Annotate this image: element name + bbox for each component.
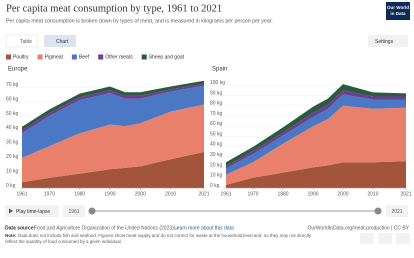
area: Other meats — [226, 90, 406, 169]
y-tick-label: 90 kg — [210, 90, 222, 96]
y-tick-label: 100 kg — [210, 80, 225, 86]
x-tick-label: 2021 — [198, 191, 209, 197]
legend-label: Other meats — [105, 55, 133, 61]
subtitle: Per capita meat consumption is broken do… — [6, 18, 273, 24]
tab-chart[interactable] — [44, 35, 76, 47]
area: Pigmeat — [226, 105, 406, 185]
x-tick-label: 1980 — [74, 191, 85, 197]
url: OurWorldInData.org/meat-production | CC … — [307, 225, 409, 231]
y-tick-label: 50 kg — [210, 131, 222, 137]
x-tick-label: 1961 — [220, 191, 231, 197]
share-button[interactable] — [378, 233, 392, 244]
y-tick-label: 40 kg — [6, 125, 18, 131]
source: Food and Agriculture Organization of the… — [34, 225, 178, 231]
x-tick-label: 1970 — [247, 191, 258, 197]
end-year[interactable] — [386, 205, 408, 217]
y-tick-label: 30 kg — [6, 140, 18, 146]
area — [22, 83, 204, 134]
legend-swatch — [6, 54, 11, 60]
download-button[interactable] — [360, 233, 374, 244]
source-link[interactable]: Learn more about this data — [174, 225, 234, 231]
panel-title: Europe — [8, 67, 28, 73]
source-label: Data source: — [5, 225, 36, 231]
area: Beef — [226, 94, 406, 175]
x-tick-label: 1970 — [44, 191, 55, 197]
x-tick-label: 1990 — [104, 191, 115, 197]
x-tick-label: 1980 — [277, 191, 288, 197]
logo-text: Our World — [387, 5, 409, 10]
x-tick-label: 2021 — [400, 191, 411, 197]
note: reflect the quantity of food consumed by… — [5, 239, 122, 244]
play-button[interactable] — [5, 205, 59, 217]
legend-swatch — [98, 54, 104, 60]
y-tick-label: 60 kg — [6, 96, 18, 102]
legend-label: Poultry — [13, 55, 29, 61]
x-tick-label: 1990 — [307, 191, 318, 197]
x-tick-label: 2000 — [337, 191, 348, 197]
x-tick-label: 2010 — [165, 191, 176, 197]
legend-label: Pigmeat — [45, 55, 64, 61]
start-year[interactable] — [63, 205, 85, 217]
x-tick-label: 2010 — [367, 191, 378, 197]
area — [22, 152, 204, 188]
y-tick-label: 20 kg — [6, 154, 18, 160]
slider-handle[interactable] — [374, 207, 382, 215]
area — [22, 80, 204, 131]
note-label: Note: — [5, 233, 17, 238]
tab-table[interactable] — [5, 34, 39, 48]
end-label: 2021 — [391, 209, 402, 215]
legend-swatch — [71, 54, 77, 60]
logo-text: in Data — [390, 11, 406, 16]
y-tick-label: 0 kg — [210, 183, 220, 189]
y-tick-label: 70 kg — [6, 82, 18, 88]
y-tick-label: 40 kg — [210, 142, 222, 148]
area — [22, 104, 204, 183]
y-tick-label: 60 kg — [210, 121, 222, 127]
legend-swatch — [141, 54, 147, 60]
y-tick-label: 50 kg — [6, 111, 18, 117]
x-tick-label: 2000 — [135, 191, 146, 197]
settings-label: Settings — [375, 39, 394, 45]
tab-label: Table — [20, 39, 32, 45]
legend-swatch — [37, 54, 43, 60]
y-tick-label: 10 kg — [6, 168, 18, 174]
area: Poultry — [226, 161, 406, 188]
y-tick-label: 30 kg — [210, 152, 222, 158]
y-tick-label: 80 kg — [210, 101, 222, 107]
start-label: 1961 — [68, 209, 79, 215]
legend-label: Sheep and goat — [149, 55, 185, 61]
legend-label: Beef — [79, 55, 90, 61]
play-icon — [9, 208, 13, 214]
y-tick-label: 10 kg — [210, 173, 222, 179]
fullscreen-button[interactable] — [396, 233, 410, 244]
title: Per capita meat consumption by type, 196… — [6, 3, 222, 14]
note: Data does not include fish and seafood. … — [18, 233, 312, 238]
play-label: Play time-lapse — [16, 209, 50, 215]
tab-label: Chart — [56, 39, 69, 45]
x-tick-label: 1961 — [16, 191, 27, 197]
area — [22, 85, 204, 158]
slider-handle[interactable] — [88, 207, 96, 215]
y-tick-label: 0 kg — [6, 183, 16, 189]
y-tick-label: 70 kg — [210, 111, 222, 117]
settings-button[interactable] — [368, 35, 408, 47]
panel-title: Spain — [212, 67, 227, 73]
logo[interactable] — [386, 2, 410, 20]
y-tick-label: 20 kg — [210, 162, 222, 168]
